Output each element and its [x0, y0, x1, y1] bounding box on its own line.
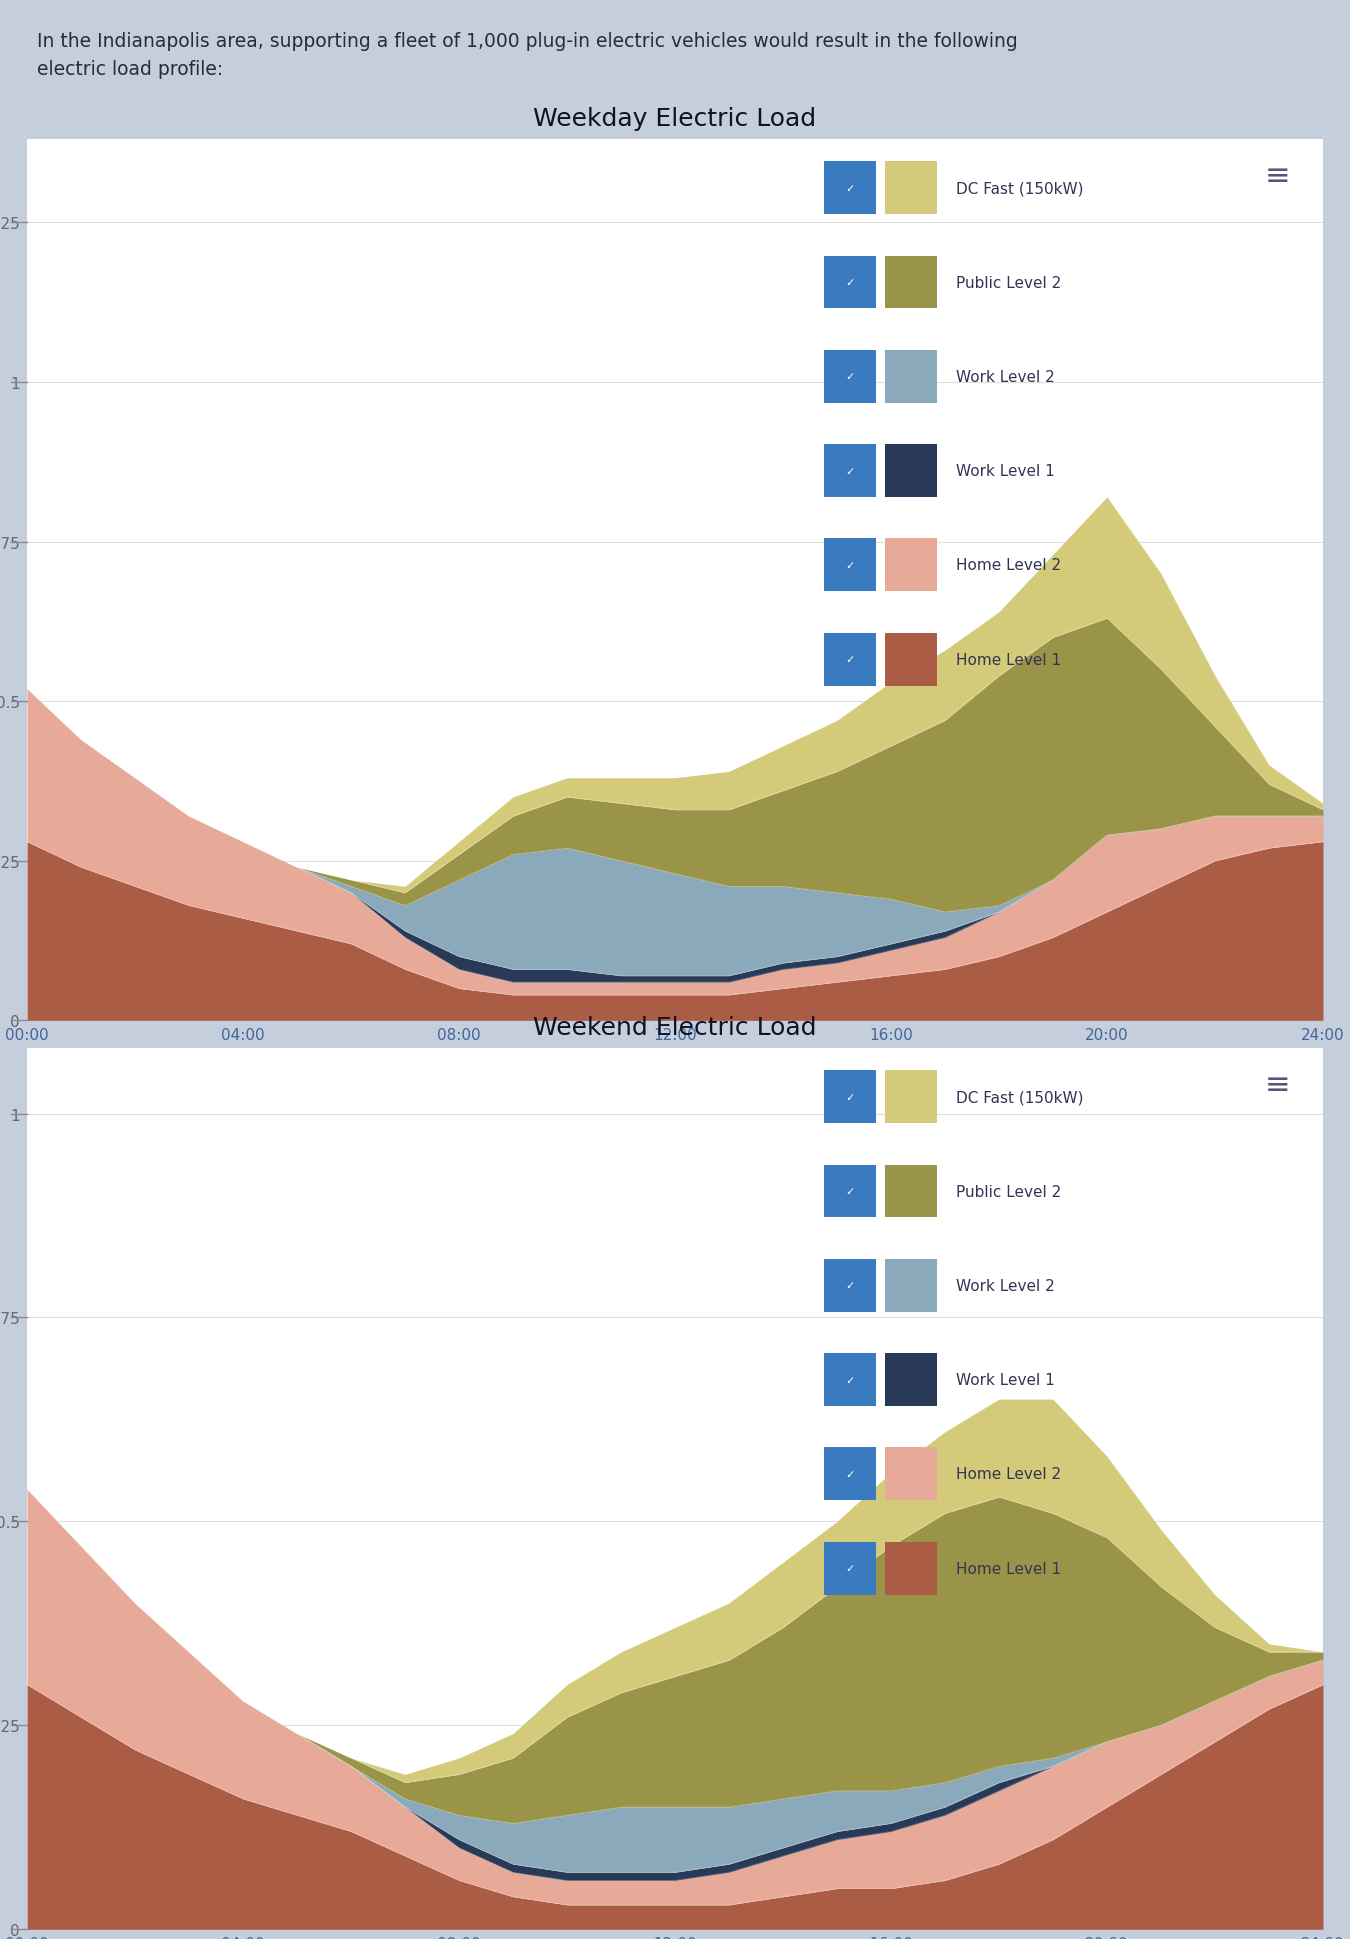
Bar — [824, 1070, 876, 1123]
Text: In the Indianapolis area, supporting a fleet of 1,000 plug-in electric vehicles : In the Indianapolis area, supporting a f… — [38, 33, 1018, 79]
Text: Home Level 2: Home Level 2 — [956, 1466, 1061, 1481]
Bar — [886, 634, 937, 686]
Bar — [824, 1353, 876, 1406]
Text: ✓: ✓ — [845, 277, 855, 287]
Text: ≡: ≡ — [1265, 1070, 1291, 1099]
Text: Work Level 2: Work Level 2 — [956, 370, 1054, 384]
Text: Home Level 2: Home Level 2 — [956, 558, 1061, 574]
Title: Weekday Electric Load: Weekday Electric Load — [533, 107, 817, 132]
Bar — [886, 1448, 937, 1501]
Text: ✓: ✓ — [845, 467, 855, 477]
Text: ✓: ✓ — [845, 1563, 855, 1573]
Bar — [886, 539, 937, 591]
Text: Public Level 2: Public Level 2 — [956, 1185, 1061, 1198]
Bar — [886, 1542, 937, 1594]
Bar — [824, 1258, 876, 1313]
Text: DC Fast (150kW): DC Fast (150kW) — [956, 1090, 1084, 1105]
Text: ✓: ✓ — [845, 1470, 855, 1479]
Bar — [824, 256, 876, 310]
Bar — [886, 1070, 937, 1123]
Text: Work Level 2: Work Level 2 — [956, 1278, 1054, 1293]
Bar — [824, 351, 876, 403]
Bar — [824, 634, 876, 686]
Bar — [824, 163, 876, 215]
Text: ≡: ≡ — [1265, 163, 1291, 192]
Bar — [824, 1165, 876, 1218]
Bar — [824, 1448, 876, 1501]
Bar — [886, 351, 937, 403]
Bar — [886, 256, 937, 310]
Text: ✓: ✓ — [845, 372, 855, 382]
Title: Weekend Electric Load: Weekend Electric Load — [533, 1016, 817, 1039]
Text: ✓: ✓ — [845, 1375, 855, 1384]
Bar — [886, 1258, 937, 1313]
Text: DC Fast (150kW): DC Fast (150kW) — [956, 180, 1084, 196]
Text: Work Level 1: Work Level 1 — [956, 463, 1054, 479]
Bar — [824, 539, 876, 591]
Text: ✓: ✓ — [845, 560, 855, 570]
Text: ✓: ✓ — [845, 1280, 855, 1291]
Text: ✓: ✓ — [845, 184, 855, 194]
Text: ✓: ✓ — [845, 1092, 855, 1101]
Text: Work Level 1: Work Level 1 — [956, 1373, 1054, 1386]
Text: ✓: ✓ — [845, 655, 855, 665]
Text: Home Level 1: Home Level 1 — [956, 652, 1061, 667]
Bar — [886, 444, 937, 498]
Text: Home Level 1: Home Level 1 — [956, 1561, 1061, 1576]
Bar — [824, 444, 876, 498]
Bar — [886, 163, 937, 215]
Bar — [886, 1165, 937, 1218]
X-axis label: Hour of Day: Hour of Day — [622, 1051, 728, 1068]
Bar — [824, 1542, 876, 1594]
Text: Public Level 2: Public Level 2 — [956, 275, 1061, 291]
Bar — [886, 1353, 937, 1406]
Text: ✓: ✓ — [845, 1187, 855, 1196]
